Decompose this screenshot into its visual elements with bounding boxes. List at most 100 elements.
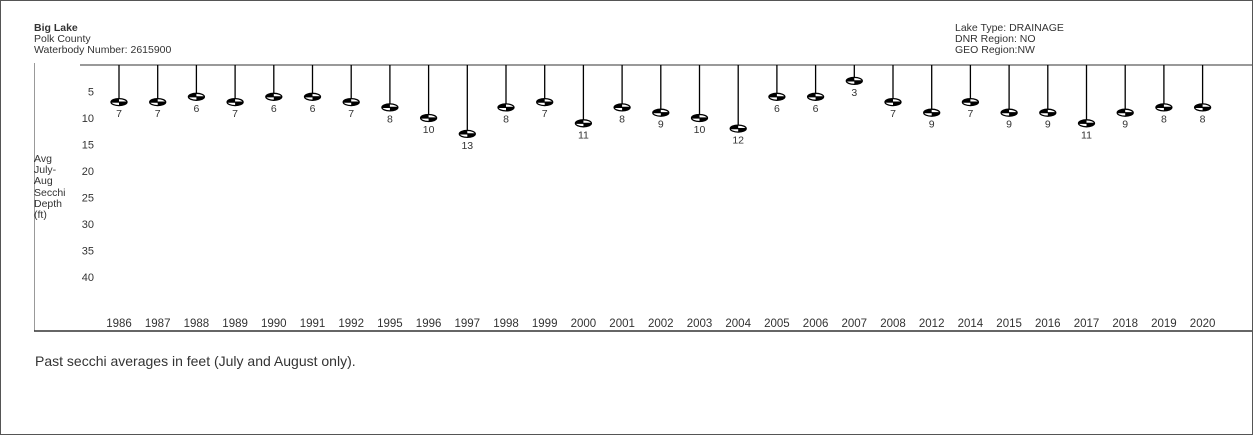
value-label: 11 [1081,129,1092,141]
secchi-mark: 8 [613,65,631,125]
secchi-disk-quadrant [815,96,824,101]
secchi-disk-quadrant [931,112,940,117]
value-label: 7 [542,108,548,120]
secchi-disk-quadrant [885,98,893,103]
year-label: 2015 [996,318,1022,330]
secchi-disk-quadrant [157,102,166,106]
secchi-disk-quadrant [614,103,623,108]
y-axis-label-line: July- [34,164,57,177]
y-axis-label: Avg July- Aug Secchi Depth (ft) [34,153,78,222]
year-label: 2003 [687,318,713,330]
secchi-disk-quadrant [235,102,244,106]
value-label: 7 [232,108,238,120]
y-axis-label-line: Depth [34,197,63,210]
region-info: Lake Type: DRAINAGE DNR Region: NO GEO R… [955,23,1064,56]
geo-region: GEO Region:NW [955,44,1035,56]
secchi-disk-quadrant [544,102,553,106]
value-label: 7 [890,108,896,120]
secchi-disk-quadrant [730,125,739,129]
value-label: 9 [1122,119,1128,131]
value-label: 8 [1161,113,1167,125]
secchi-disk-quadrant [691,114,700,118]
secchi-mark: 7 [536,65,554,120]
secchi-mark: 8 [497,65,515,125]
value-label: 8 [619,113,625,125]
secchi-mark: 11 [574,65,593,141]
secchi-disk-quadrant [498,103,506,108]
secchi-disk-quadrant [1194,103,1203,108]
value-label: 11 [578,129,589,141]
secchi-mark: 7 [961,65,980,120]
value-label: 9 [929,119,935,131]
y-axis-label-line: Secchi [34,186,66,199]
secchi-mark: 6 [265,65,283,115]
secchi-disk-quadrant [273,96,282,101]
secchi-disk-quadrant [1009,112,1018,117]
value-label: 6 [193,103,199,115]
y-axis-label-line: Aug [34,175,53,188]
year-labels: 1986 1987 1988 1989 1990 1991 1992 1995 1996 1997… [106,318,1215,330]
secchi-mark: 7 [149,65,167,120]
secchi-disk-quadrant [1001,109,1010,113]
secchi-disk-quadrant [467,133,476,138]
year-label: 2008 [880,318,906,330]
year-label: 2004 [725,318,751,330]
secchi-chart: Big Lake Polk County Waterbody Number: 2… [34,23,1252,332]
secchi-disk-quadrant [304,93,313,97]
lake-name: Big Lake [34,22,78,34]
secchi-disk-quadrant [846,77,855,81]
year-label: 2007 [842,318,868,330]
value-label: 7 [116,108,122,120]
secchi-disk-quadrant [1125,112,1134,117]
secchi-mark: 9 [1116,65,1134,131]
year-label: 2020 [1190,318,1216,330]
value-label: 9 [1045,119,1051,131]
value-label: 12 [732,135,744,147]
secchi-mark: 9 [1039,65,1057,131]
plot-area: 5 10 15 20 25 30 35 40 7 7 6 7 6 6 7 8 10 13 8 7 11 8 9 10 12 6 6… [34,63,1252,332]
value-label: 8 [1200,113,1206,125]
year-label: 1995 [377,318,403,330]
value-label: 7 [967,108,973,120]
y-axis-label-line: (ft) [34,209,47,222]
county: Polk County [34,33,91,45]
y-tick-label: 25 [82,193,94,205]
secchi-disk-quadrant [265,93,274,97]
year-label: 1988 [184,318,210,330]
secchi-disk-quadrant [1155,103,1164,108]
secchi-disk-quadrant [807,93,816,97]
secchi-disk-quadrant [1047,112,1056,117]
secchi-mark: 7 [110,65,128,120]
secchi-mark: 8 [1193,65,1212,125]
year-label: 2006 [803,318,829,330]
secchi-disk-quadrant [536,98,545,103]
year-label: 1999 [532,318,558,330]
value-label: 6 [271,103,277,115]
year-label: 2019 [1151,318,1177,330]
waterbody-number: Waterbody Number: 2615900 [34,44,172,56]
secchi-disk-quadrant [660,112,669,117]
secchi-mark: 7 [226,65,244,120]
secchi-disk-quadrant [381,103,390,108]
secchi-disk-quadrant [343,98,352,103]
year-label: 2002 [648,318,674,330]
year-label: 2018 [1112,318,1138,330]
value-label: 13 [461,140,473,152]
secchi-marks: 7 7 6 7 6 6 7 8 10 13 8 7 11 8 9 10 12 6 6 3 7 9 7 9 9 11 9 8 8 [110,65,1212,152]
year-label: 1986 [106,318,132,330]
secchi-mark: 9 [923,65,941,131]
year-label: 2001 [609,318,635,330]
secchi-disk-quadrant [351,102,360,106]
secchi-disk-quadrant [420,114,429,118]
lake-info: Big Lake Polk County Waterbody Number: 2… [34,23,171,56]
year-label: 1992 [338,318,364,330]
secchi-disk-quadrant [196,96,205,101]
secchi-mark: 6 [303,65,322,115]
secchi-mark: 7 [342,65,360,120]
value-label: 9 [1006,119,1012,131]
value-label: 7 [155,108,161,120]
secchi-disk-quadrant [1163,107,1172,111]
secchi-disk-quadrant [506,107,514,111]
value-label: 6 [813,103,819,115]
